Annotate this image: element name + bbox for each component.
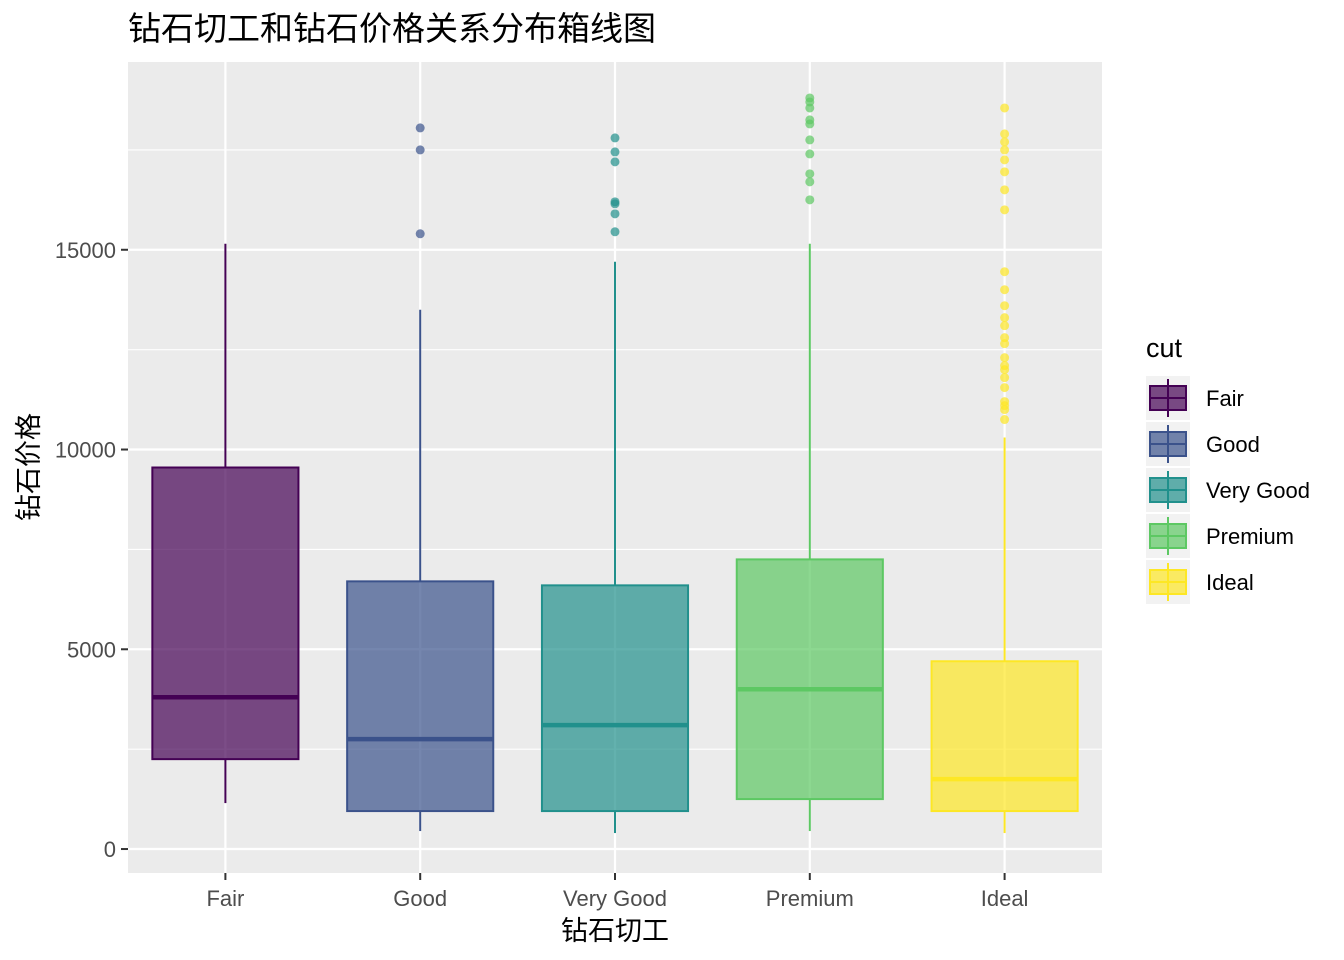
outlier-point (1000, 185, 1010, 195)
legend-label: Fair (1206, 386, 1244, 411)
y-tick-label: 15000 (55, 238, 116, 263)
box-series (151, 243, 1079, 834)
outlier-point (610, 227, 620, 237)
outlier-point (1000, 353, 1010, 363)
outlier-point (1000, 167, 1010, 177)
legend-key-fair: Fair (1146, 376, 1244, 420)
outlier-point (805, 177, 815, 187)
y-tick-label: 5000 (67, 637, 116, 662)
x-axis-ticks: Fair Good Very Good Premium Ideal (206, 873, 1028, 911)
x-axis-title: 钻石切工 (561, 916, 669, 947)
legend-label: Good (1206, 432, 1260, 457)
outlier-point (1000, 373, 1010, 383)
box (346, 580, 495, 813)
legend-key-premium: Premium (1146, 514, 1294, 558)
outlier-point (1000, 383, 1010, 393)
box-ideal (930, 437, 1079, 834)
outlier-point (610, 197, 620, 207)
outlier-point (1000, 267, 1010, 277)
x-tick-label: Ideal (981, 886, 1029, 911)
outlier-point (415, 145, 425, 155)
chart-title: 钻石切工和钻石价格关系分布箱线图 (128, 9, 656, 48)
outlier-point (415, 229, 425, 239)
outlier-point (1000, 397, 1010, 407)
outlier-point (1000, 145, 1010, 155)
outlier-point (610, 209, 620, 219)
box (735, 558, 884, 801)
y-axis-title: 钻石价格 (14, 413, 45, 521)
box (540, 584, 690, 813)
x-tick-label: Good (393, 886, 447, 911)
box (930, 660, 1079, 813)
legend-key-very-good: Very Good (1146, 468, 1310, 512)
outlier-point (805, 169, 815, 179)
outlier-point (1000, 205, 1010, 215)
outlier-point (1000, 361, 1010, 371)
outlier-point (1000, 313, 1010, 323)
y-tick-label: 0 (104, 837, 116, 862)
outlier-point (1000, 155, 1010, 165)
outlier-point (805, 149, 815, 159)
legend-key-good: Good (1146, 422, 1260, 466)
y-tick-label: 10000 (55, 438, 116, 463)
outlier-point (805, 115, 815, 125)
outlier-point (1000, 415, 1010, 425)
box-fair (151, 243, 300, 804)
y-axis-ticks: 0 5000 10000 15000 (55, 238, 128, 862)
legend: cut Fair Good Very Good Premium Ideal (1146, 333, 1310, 604)
outlier-point (610, 147, 620, 157)
legend-key-ideal: Ideal (1146, 560, 1254, 604)
outlier-point (1000, 103, 1010, 113)
x-tick-label: Premium (766, 886, 854, 911)
legend-title: cut (1146, 333, 1183, 363)
outlier-point (805, 135, 815, 145)
legend-keys: Fair Good Very Good Premium Ideal (1146, 376, 1310, 604)
box (151, 466, 300, 761)
outlier-point (1000, 137, 1010, 147)
outlier-point (1000, 301, 1010, 311)
outlier-point (1000, 285, 1010, 295)
outlier-point (1000, 321, 1010, 331)
outlier-point (805, 93, 815, 103)
legend-label: Very Good (1206, 478, 1310, 503)
outlier-point (610, 157, 620, 167)
box-good (346, 309, 495, 832)
x-tick-label: Fair (206, 886, 244, 911)
outlier-point (1000, 333, 1010, 343)
box-premium (735, 243, 884, 832)
outlier-point (805, 195, 815, 205)
outlier-point (415, 123, 425, 133)
box-very-good (540, 261, 690, 834)
outlier-points (415, 93, 1010, 425)
x-tick-label: Very Good (563, 886, 667, 911)
outlier-point (1000, 129, 1010, 139)
legend-label: Premium (1206, 524, 1294, 549)
outlier-point (610, 133, 620, 143)
legend-label: Ideal (1206, 570, 1254, 595)
